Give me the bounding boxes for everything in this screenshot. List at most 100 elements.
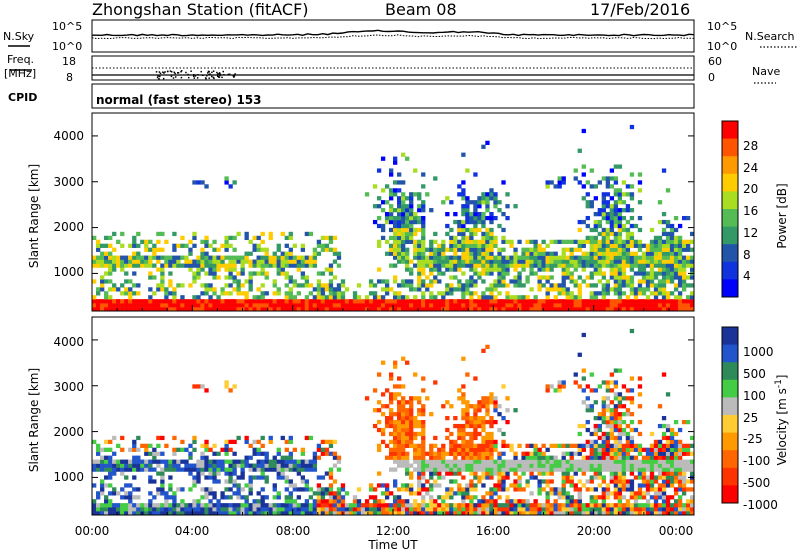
power-cell xyxy=(200,247,205,252)
velocity-cell xyxy=(469,503,474,508)
velocity-cell xyxy=(561,479,566,484)
velocity-cell xyxy=(216,479,221,484)
power-cell xyxy=(489,243,494,248)
power-cell xyxy=(417,196,422,201)
power-cell xyxy=(557,255,562,260)
power-cell xyxy=(360,299,366,304)
velocity-cell xyxy=(677,427,683,433)
velocity-cell xyxy=(372,503,378,508)
power-cell xyxy=(601,299,606,304)
velocity-cell xyxy=(393,459,398,464)
velocity-cell xyxy=(529,443,534,448)
velocity-cell xyxy=(92,511,97,516)
velocity-cell xyxy=(569,511,574,516)
power-cell xyxy=(681,303,687,308)
velocity-cell xyxy=(657,483,663,488)
power-cell xyxy=(509,295,514,300)
power-cell xyxy=(473,291,478,296)
power-cell xyxy=(393,188,398,193)
power-cell xyxy=(617,219,623,225)
power-cell xyxy=(677,275,683,280)
power-cell xyxy=(481,212,486,217)
velocity-cell xyxy=(405,408,410,413)
power-cell xyxy=(228,307,233,312)
freq-dot xyxy=(207,72,209,74)
velocity-cell xyxy=(401,384,406,389)
velocity-cell xyxy=(393,423,398,429)
power-cell xyxy=(605,251,611,256)
power-cell xyxy=(601,295,606,300)
velocity-cell xyxy=(336,467,342,472)
velocity-cell xyxy=(649,479,655,484)
velocity-cell xyxy=(453,416,458,421)
velocity-cell xyxy=(465,423,470,429)
power-cell xyxy=(509,243,514,248)
velocity-cell xyxy=(296,495,301,500)
velocity-cell xyxy=(132,511,137,516)
velocity-cell xyxy=(397,459,402,464)
velocity-cell xyxy=(469,404,474,409)
power-cell xyxy=(565,299,570,304)
power-cell xyxy=(252,259,257,264)
power-cell xyxy=(449,247,454,252)
velocity-cell xyxy=(601,412,606,417)
velocity-cell xyxy=(489,396,494,401)
velocity-cell xyxy=(477,423,482,429)
power-cell xyxy=(200,255,205,260)
power-cell xyxy=(453,251,458,256)
power-cell xyxy=(336,299,342,304)
velocity-cell xyxy=(417,412,422,417)
velocity-cell xyxy=(397,463,402,468)
power-cell xyxy=(401,219,406,225)
power-cell xyxy=(413,219,418,225)
power-cell xyxy=(509,279,514,284)
velocity-cell xyxy=(184,507,189,512)
velocity-cell xyxy=(200,495,205,500)
power-cell xyxy=(665,251,671,256)
power-cell xyxy=(128,299,133,304)
velocity-cell xyxy=(328,467,334,472)
velocity-cell xyxy=(356,487,362,492)
velocity-cell xyxy=(272,455,277,460)
velocity-cell xyxy=(132,467,137,472)
velocity-cell xyxy=(497,487,502,492)
power-cell xyxy=(437,307,442,312)
power-cell xyxy=(573,267,578,272)
velocity-cell xyxy=(136,487,141,492)
power-cell xyxy=(477,200,482,205)
power-cell xyxy=(417,247,422,252)
velocity-cell xyxy=(304,435,310,441)
power-cell xyxy=(677,255,683,260)
velocity-cell xyxy=(677,511,683,516)
power-cell xyxy=(465,259,470,264)
power-cell xyxy=(409,271,414,276)
power-cell xyxy=(489,215,494,221)
power-cell xyxy=(489,196,494,201)
power-cell xyxy=(168,299,173,304)
velocity-cell xyxy=(485,459,490,464)
power-cell xyxy=(128,303,133,308)
power-cell xyxy=(581,196,586,201)
power-cell xyxy=(449,243,454,248)
power-cell xyxy=(124,271,129,276)
velocity-cell xyxy=(573,443,578,448)
power-cell xyxy=(601,291,606,296)
velocity-cell xyxy=(621,431,627,437)
power-cell xyxy=(364,307,370,312)
power-cell xyxy=(316,271,322,276)
velocity-cell xyxy=(413,455,418,460)
velocity-cell xyxy=(200,443,205,448)
velocity-cell xyxy=(473,447,478,452)
velocity-cell xyxy=(384,487,390,492)
power-cell xyxy=(513,283,518,288)
power-cell xyxy=(485,303,490,308)
power-cell xyxy=(236,271,241,276)
velocity-cell xyxy=(497,511,502,516)
power-cell xyxy=(429,307,434,312)
power-cell xyxy=(489,307,494,312)
power-cell xyxy=(489,291,494,296)
power-cell xyxy=(268,303,273,308)
velocity-cell xyxy=(609,427,615,433)
power-cell xyxy=(461,307,466,312)
power-cell xyxy=(433,255,438,260)
